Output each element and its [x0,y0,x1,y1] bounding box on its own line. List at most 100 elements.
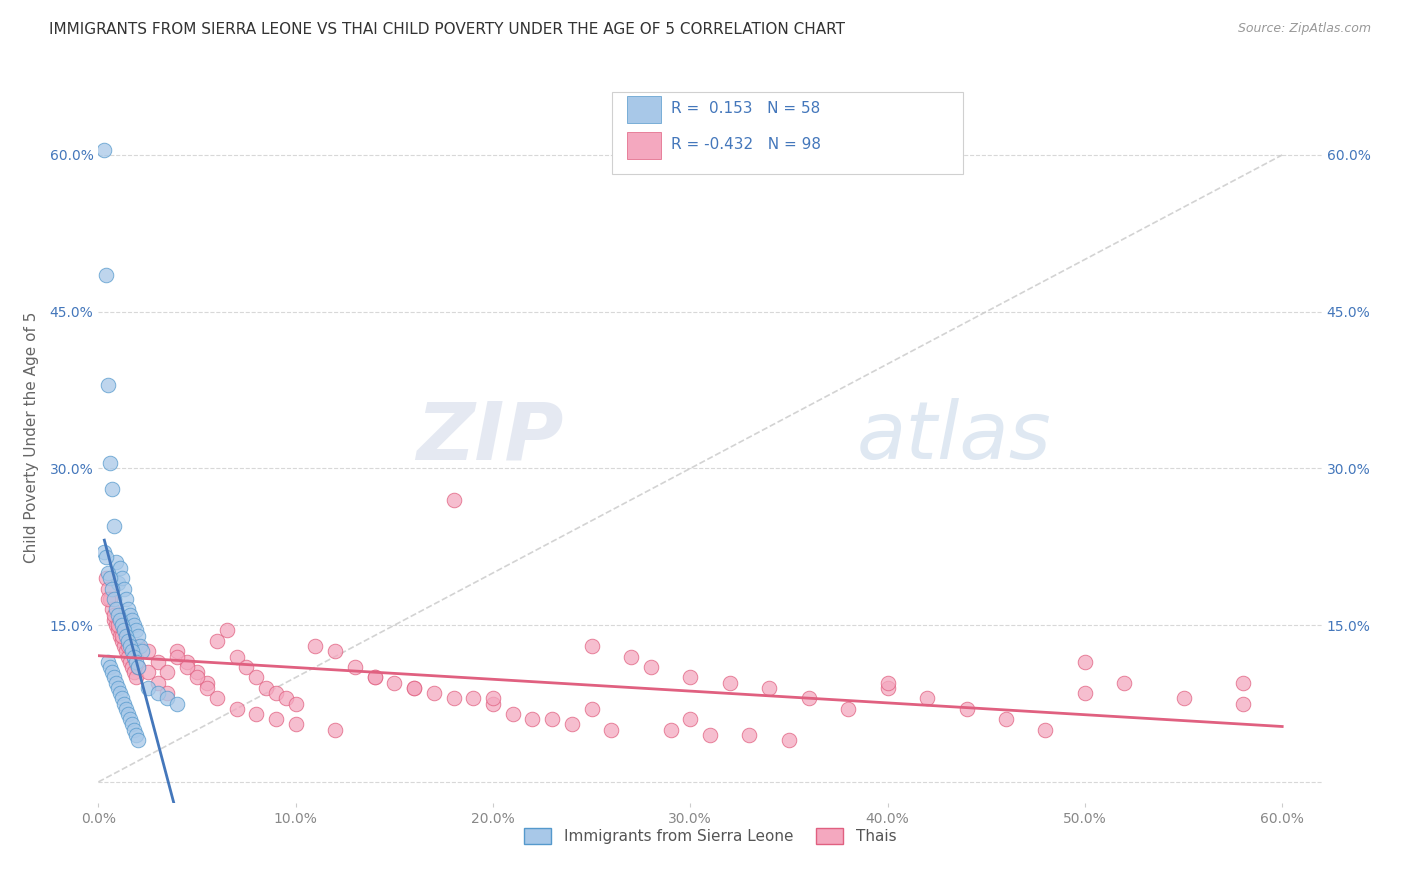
Point [284,697,307,711]
Point [205,691,228,706]
Point [121,613,143,627]
Point [245,706,267,721]
Point [98,592,121,607]
Point [797,691,820,706]
Point [235,660,257,674]
Point [111,618,134,632]
Point [96,550,118,565]
Point [118,607,141,622]
Point [105,618,128,632]
Point [225,649,247,664]
Point [118,639,141,653]
Point [103,592,125,607]
Point [112,639,135,653]
Point [98,660,121,674]
Point [122,618,145,632]
Point [108,629,131,643]
Point [107,607,129,622]
Point [156,665,179,680]
Text: atlas: atlas [856,398,1052,476]
Point [176,655,198,669]
Point [264,686,287,700]
Point [98,571,121,585]
Text: IMMIGRANTS FROM SIERRA LEONE VS THAI CHILD POVERTY UNDER THE AGE OF 5 CORRELATIO: IMMIGRANTS FROM SIERRA LEONE VS THAI CHI… [49,22,845,37]
Point [115,592,138,607]
Point [166,649,188,664]
Point [699,728,721,742]
Point [127,733,149,747]
Point [195,681,218,695]
Point [115,629,138,643]
Point [111,571,134,585]
Point [117,633,139,648]
Point [101,665,124,680]
Point [443,492,465,507]
Point [97,582,120,596]
Point [363,670,385,684]
Point [659,723,682,737]
Point [117,602,139,616]
Point [108,560,131,574]
Point [97,377,120,392]
Text: ZIP: ZIP [416,398,564,476]
Point [994,712,1017,726]
Point [778,733,800,747]
Point [1173,691,1195,706]
Point [101,483,124,497]
Point [1074,655,1097,669]
Point [107,618,129,632]
Point [112,582,135,596]
Point [122,665,145,680]
Point [115,644,138,658]
Point [118,655,141,669]
Point [679,670,702,684]
Point [101,582,124,596]
Point [640,660,662,674]
Point [837,702,859,716]
Point [146,686,169,700]
Point [1232,697,1254,711]
Point [1232,675,1254,690]
Point [107,624,129,638]
Point [404,681,426,695]
Point [125,655,148,669]
Point [146,655,169,669]
Point [502,706,524,721]
Point [274,691,297,706]
Point [264,712,287,726]
Point [103,670,125,684]
Point [111,633,134,648]
Point [205,633,228,648]
Point [105,602,128,616]
Point [121,717,143,731]
Point [482,697,505,711]
Point [127,660,149,674]
Point [112,697,135,711]
Text: R =  0.153   N = 58: R = 0.153 N = 58 [671,102,820,116]
Y-axis label: Child Poverty Under the Age of 5: Child Poverty Under the Age of 5 [24,311,38,563]
Point [122,649,145,664]
Point [581,702,603,716]
Point [115,702,138,716]
Text: R = -0.432   N = 98: R = -0.432 N = 98 [671,137,821,152]
Point [105,675,128,690]
Point [108,613,131,627]
Point [136,644,159,658]
Point [215,624,238,638]
Point [443,691,465,706]
Point [876,675,898,690]
Point [156,686,179,700]
Point [136,681,159,695]
Point [96,268,118,282]
Point [581,639,603,653]
Point [323,644,346,658]
Point [363,670,385,684]
Point [111,629,134,643]
Point [108,686,131,700]
Point [136,665,159,680]
Point [404,681,426,695]
Point [254,681,277,695]
Point [225,702,247,716]
Point [718,675,741,690]
Text: Source: ZipAtlas.com: Source: ZipAtlas.com [1237,22,1371,36]
